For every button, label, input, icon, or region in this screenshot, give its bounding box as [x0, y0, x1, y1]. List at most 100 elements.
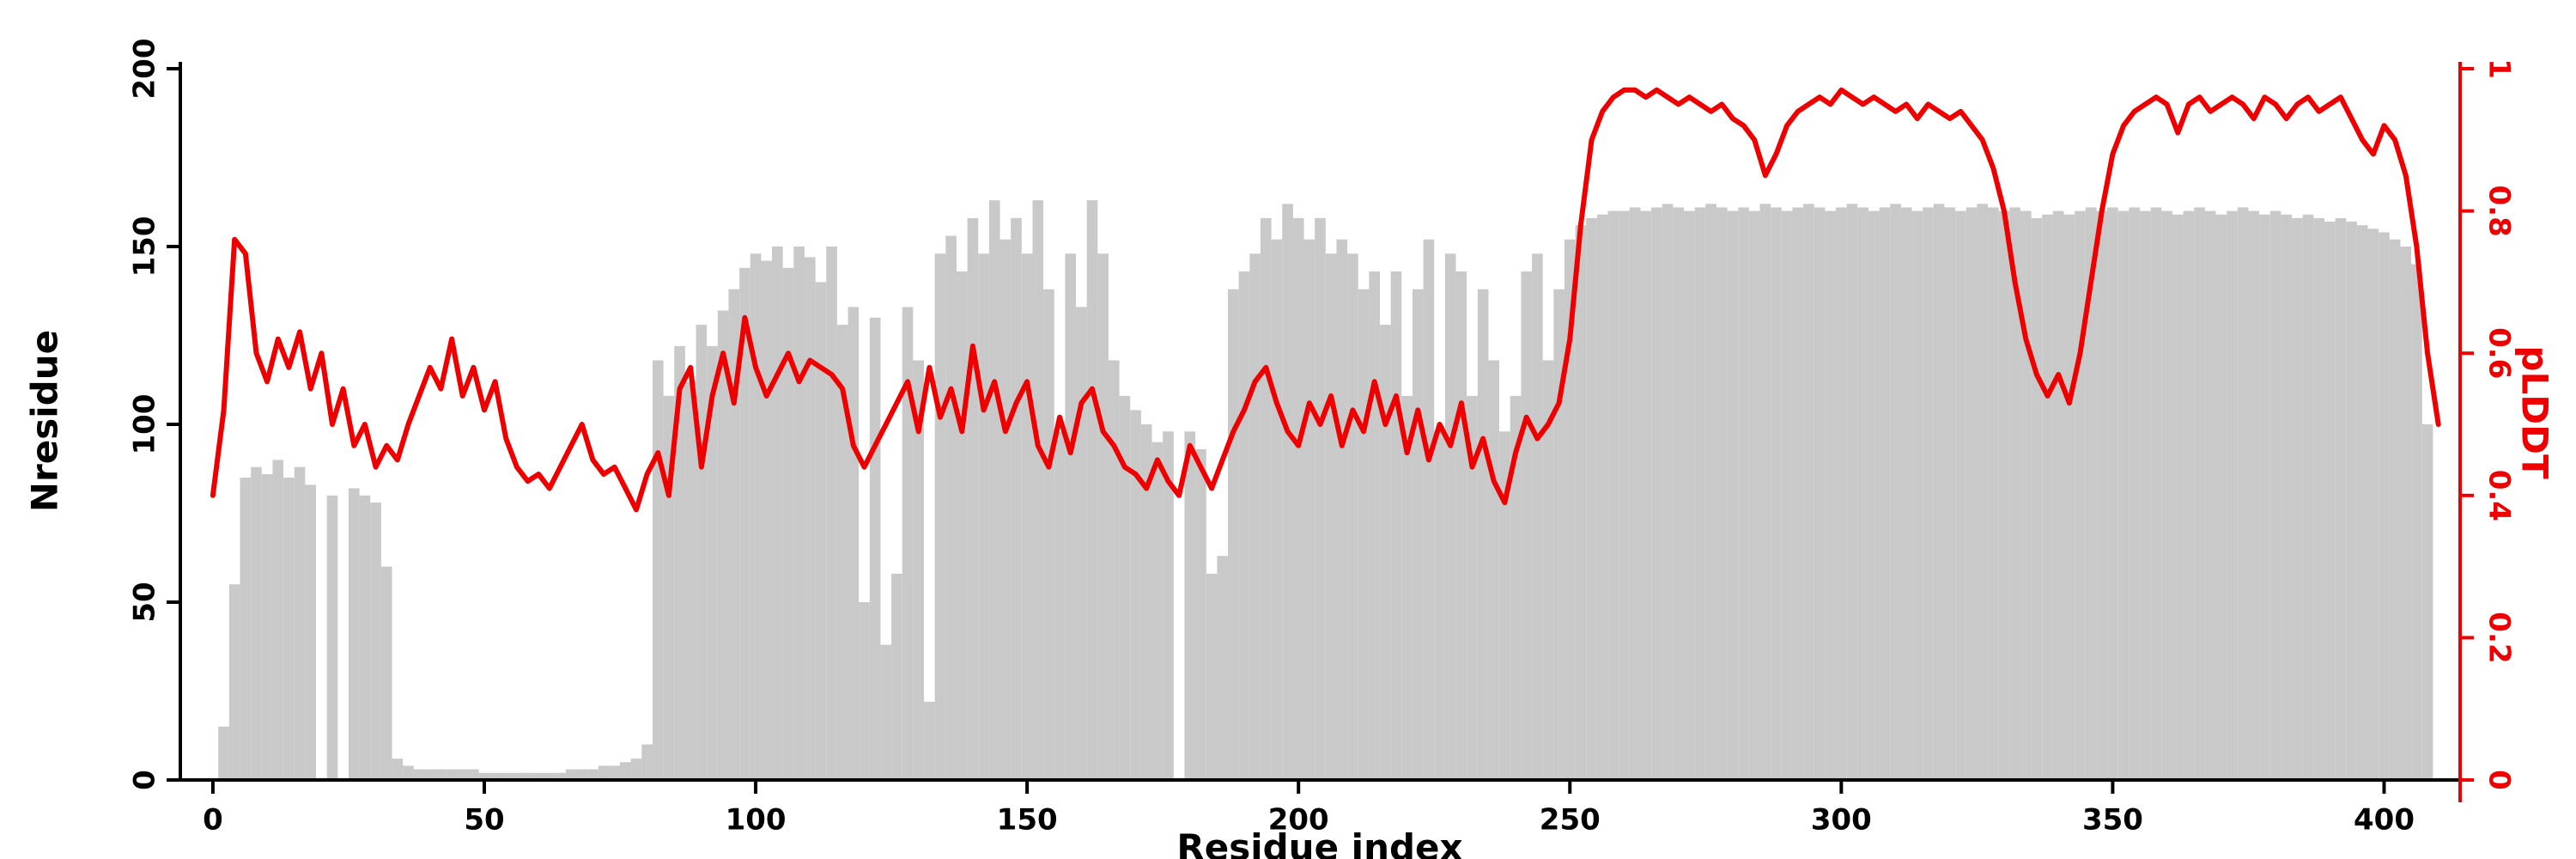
nresidue-bar: [1336, 239, 1348, 781]
nresidue-bar: [1727, 210, 1739, 781]
nresidue-bar: [2367, 228, 2379, 780]
nresidue-bar: [370, 503, 381, 780]
nresidue-bar: [1640, 210, 1652, 781]
y-left-tick-label: 150: [128, 216, 162, 277]
x-tick-label: 250: [1540, 803, 1601, 838]
nresidue-bar: [2215, 214, 2227, 781]
nresidue-bar: [641, 744, 653, 780]
nresidue-bar: [2379, 232, 2390, 780]
nresidue-bar: [1825, 210, 1837, 781]
nresidue-bar: [1184, 431, 1196, 780]
nresidue-bar: [2227, 210, 2238, 781]
nresidue-bar: [1249, 253, 1261, 780]
nresidue-bar: [945, 235, 957, 781]
x-axis-title: Residue index: [1176, 826, 1463, 859]
nresidue-bar: [1596, 214, 1608, 781]
nresidue-bar: [1151, 442, 1163, 780]
nresidue-bar: [782, 267, 794, 781]
nresidue-bar: [446, 769, 458, 780]
nresidue-bar: [934, 253, 946, 780]
nresidue-bar: [609, 765, 621, 780]
nresidue-bar: [1401, 395, 1413, 780]
nresidue-bar: [1900, 207, 1912, 780]
nresidue-bar: [2161, 210, 2172, 781]
nresidue-bar: [674, 345, 685, 780]
nresidue-bar: [435, 769, 447, 780]
x-tick-label: 400: [2354, 803, 2415, 838]
nresidue-bar: [956, 271, 968, 781]
nresidue-bar: [1607, 210, 1619, 781]
nresidue-bar: [1130, 410, 1141, 780]
nresidue-bar: [2042, 214, 2053, 781]
nresidue-bar: [1467, 395, 1478, 780]
nresidue-bar: [2421, 424, 2433, 780]
nresidue-bar: [2324, 222, 2336, 780]
nresidue-bar: [1358, 289, 1370, 780]
nresidue-bar: [598, 765, 610, 780]
nresidue-bar: [1955, 210, 1966, 781]
nresidue-bar: [2172, 214, 2184, 781]
nresidue-bar: [1988, 207, 1999, 780]
nresidue-bar: [967, 217, 979, 780]
nresidue-bar: [1119, 395, 1131, 780]
nresidue-bar: [2020, 210, 2032, 781]
nresidue-bar: [652, 360, 664, 780]
y-right-tick-label: 0.4: [2482, 470, 2517, 521]
nresidue-bar: [2269, 210, 2281, 781]
nresidue-bar: [1977, 204, 1989, 780]
y-right-tick-label: 0.6: [2482, 327, 2517, 379]
nresidue-bar: [1032, 200, 1044, 780]
nresidue-bar: [1716, 207, 1728, 780]
nresidue-bar: [261, 473, 273, 780]
nresidue-bar: [1553, 289, 1564, 780]
nresidue-bar: [1434, 431, 1445, 780]
nresidue-bar: [1944, 207, 1956, 780]
nresidue-bar: [999, 239, 1012, 781]
nresidue-bar: [717, 310, 729, 780]
nresidue-bar: [2302, 214, 2314, 781]
nresidue-bar: [1011, 217, 1022, 780]
nresidue-bar: [848, 307, 860, 780]
nresidue-bar: [1542, 360, 1554, 780]
nresidue-bar: [2096, 210, 2108, 781]
nresidue-bar: [511, 772, 523, 780]
nresidue-bar: [1086, 200, 1098, 780]
nresidue-bar: [1282, 204, 1293, 780]
nresidue-bar: [1108, 360, 1120, 780]
nresidue-bar: [728, 289, 740, 780]
nresidue-bar: [2335, 217, 2347, 780]
nresidue-bar: [913, 360, 925, 780]
nresidue-bar: [359, 495, 371, 780]
nresidue-bar: [1748, 210, 1760, 781]
nresidue-bar: [2400, 247, 2412, 780]
y-left-tick-label: 0: [128, 770, 162, 790]
nresidue-bar: [478, 772, 490, 780]
nresidue-bar: [1097, 253, 1109, 780]
nresidue-bar: [1271, 239, 1283, 781]
nresidue-bar: [1488, 360, 1500, 780]
nresidue-bar: [1771, 207, 1782, 780]
nresidue-bar: [1228, 289, 1239, 780]
x-tick-label: 350: [2082, 803, 2143, 838]
nresidue-bar: [1444, 253, 1456, 780]
nresidue-bar: [1933, 204, 1945, 780]
nresidue-bar: [902, 307, 914, 780]
nresidue-bar: [793, 247, 805, 780]
nresidue-bar: [1868, 210, 1880, 781]
nresidue-bar: [532, 772, 544, 780]
nresidue-bar: [1292, 217, 1304, 780]
nresidue-bar: [228, 584, 240, 780]
nresidue-bar: [1076, 307, 1087, 780]
x-tick-label: 50: [464, 803, 504, 838]
nresidue-bar: [1814, 207, 1826, 780]
nresidue-bar: [1586, 217, 1597, 780]
nresidue-bar: [1380, 325, 1391, 781]
nresidue-bar: [2140, 210, 2151, 781]
nresidue-bar: [1369, 271, 1381, 781]
nresidue-bar: [2117, 210, 2129, 781]
nresidue-bar: [403, 765, 414, 780]
nresidue-bar: [2052, 210, 2064, 781]
nresidue-bar: [1532, 253, 1543, 780]
